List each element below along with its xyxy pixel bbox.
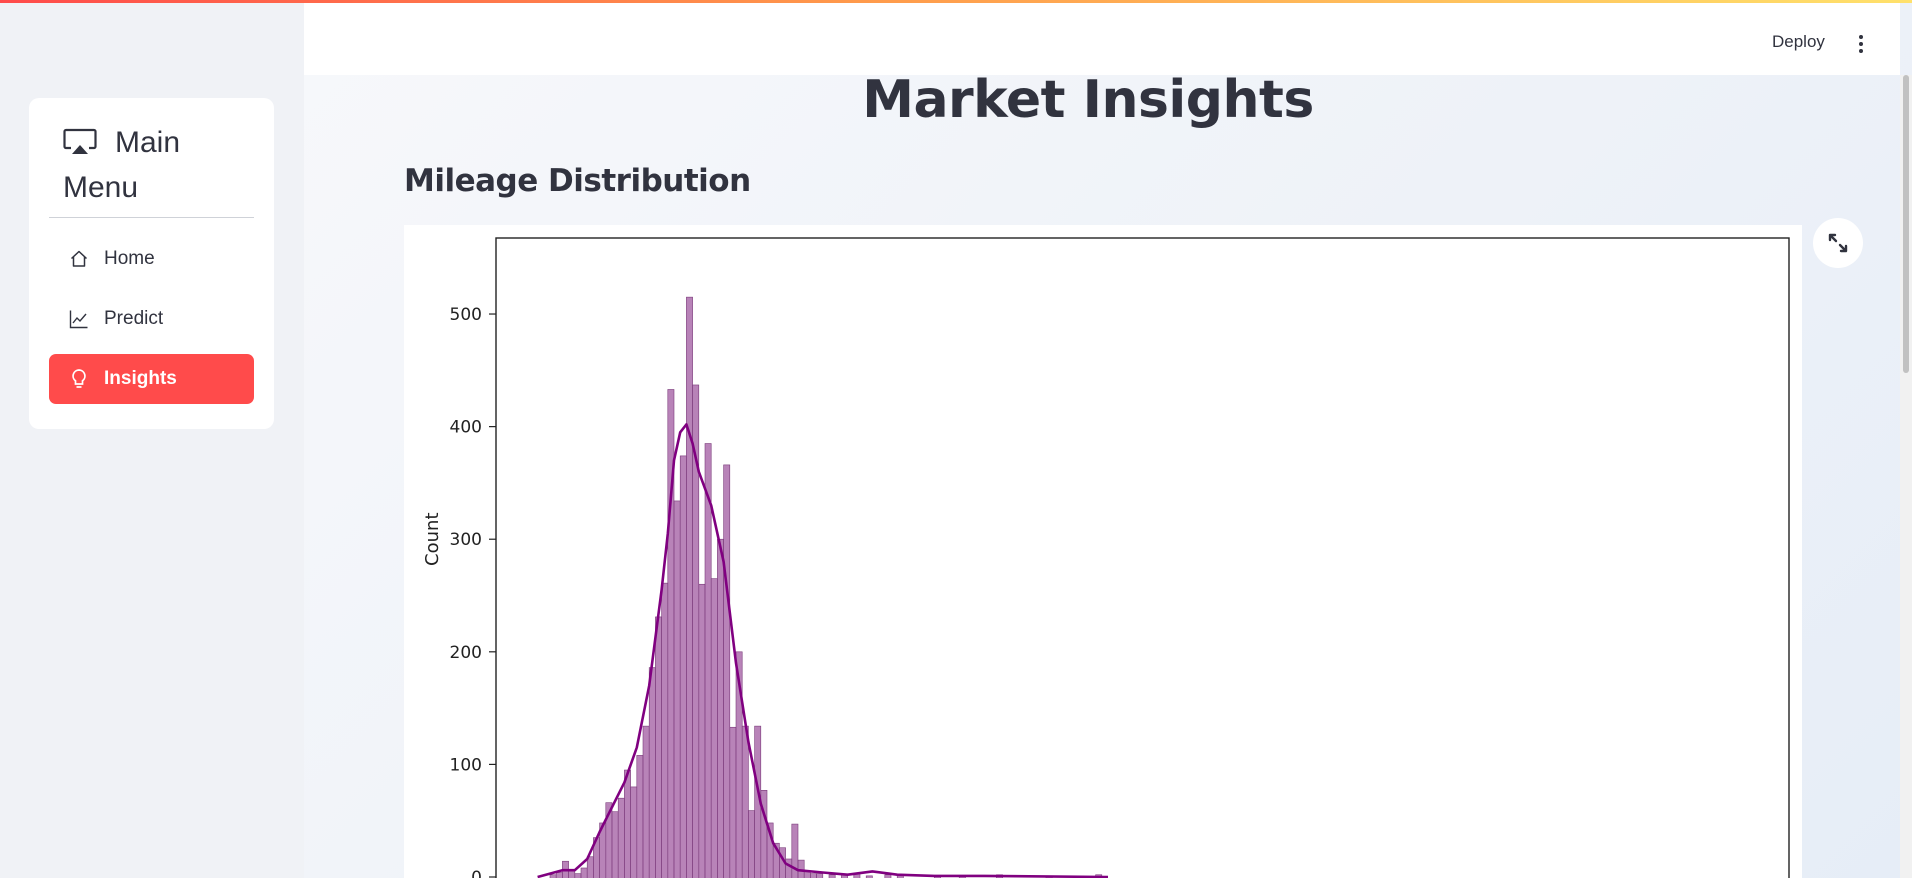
page-title: Market Insights (862, 70, 1314, 130)
histogram-bar (580, 867, 588, 883)
app-header (304, 3, 1900, 75)
histogram-bar (704, 443, 712, 883)
scrollbar-thumb[interactable] (1903, 75, 1909, 373)
histogram-bar (710, 578, 718, 883)
menu-title-text: Main Menu (63, 126, 181, 204)
plot-frame (495, 237, 1790, 883)
lightbulb-icon (67, 367, 91, 391)
y-tick-label: 200 (450, 643, 482, 663)
histogram-bar (810, 873, 817, 883)
graph-up-icon (67, 307, 91, 331)
section-title: Mileage Distribution (404, 163, 751, 199)
histogram-bar (611, 811, 619, 883)
histogram-bar (785, 858, 793, 883)
kde-line (537, 423, 1109, 879)
histogram-bar (661, 582, 669, 883)
histogram-bar (673, 500, 681, 883)
expand-icon (1828, 233, 1848, 253)
sidebar-item-label: Home (104, 248, 155, 269)
histogram-bar (741, 725, 749, 883)
histogram-bar (648, 667, 656, 883)
histogram-bar (655, 616, 662, 883)
kebab-icon[interactable] (1852, 30, 1870, 58)
histogram-bar (729, 726, 737, 883)
y-tick-label: 100 (450, 755, 482, 775)
menu-divider (49, 217, 254, 218)
histogram-bar (574, 873, 582, 883)
histogram-bar (630, 786, 638, 883)
sidebar-item-home[interactable]: Home (49, 234, 254, 284)
sidebar-item-label: Insights (104, 368, 177, 389)
sidebar-item-label: Predict (104, 308, 164, 329)
y-tick-label: 0 (471, 868, 482, 878)
menu-title: Main Menu (63, 120, 263, 210)
y-axis-label: Count (422, 512, 443, 565)
histogram-bar (816, 873, 824, 883)
histogram-bar (636, 755, 644, 883)
option-menu: Main Menu Home Predict (29, 98, 274, 429)
sidebar-item-insights[interactable]: Insights (49, 354, 254, 404)
y-tick-label: 500 (450, 305, 482, 325)
histogram-bar (555, 872, 563, 883)
histogram-bar (679, 455, 687, 883)
histogram-bar (698, 583, 706, 883)
top-decoration-bar (0, 0, 1912, 3)
histogram-bar (717, 538, 724, 883)
histogram-bar (642, 725, 650, 883)
mileage-histogram: 0 100 200 300 400 500 Count (422, 237, 1790, 883)
histogram-bar (586, 856, 594, 883)
house-icon (67, 247, 91, 271)
fullscreen-button[interactable] (1813, 218, 1863, 268)
sidebar: Main Menu Home Predict (0, 0, 304, 878)
histogram-bar (723, 464, 731, 883)
histogram-bar (748, 810, 755, 883)
chart-container: 0 100 200 300 400 500 Count (404, 225, 1802, 883)
y-tick-label: 300 (450, 530, 482, 550)
deploy-button[interactable]: Deploy (1772, 32, 1825, 51)
y-tick-label: 400 (450, 418, 482, 438)
histogram-bar (624, 769, 631, 883)
histogram-bar (686, 296, 693, 883)
histogram-bar (617, 797, 625, 883)
sidebar-item-predict[interactable]: Predict (49, 294, 254, 344)
airplay-icon (63, 124, 103, 154)
scrollbar[interactable] (1900, 75, 1912, 878)
